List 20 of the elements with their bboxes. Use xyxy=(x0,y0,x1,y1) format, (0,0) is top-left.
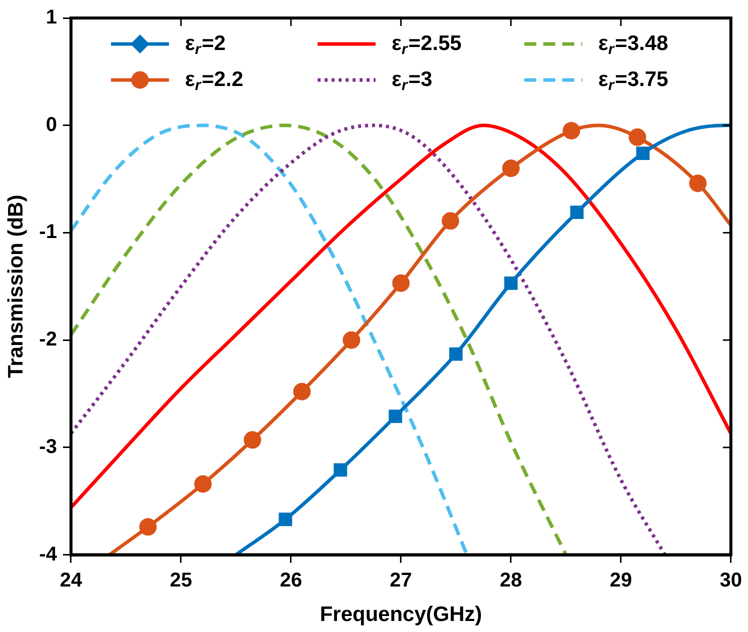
x-tick-label: 28 xyxy=(500,569,522,592)
y-tick-label: -3 xyxy=(39,436,57,458)
y-tick-label: 0 xyxy=(46,114,57,136)
x-tick-label: 24 xyxy=(60,569,83,592)
y-tick-label: 1 xyxy=(46,6,57,29)
y-axis-title: Transmission (dB) xyxy=(4,194,28,378)
x-tick-label: 26 xyxy=(280,569,302,592)
line-series xyxy=(70,124,667,555)
x-tick-label: 25 xyxy=(170,569,192,592)
y-tick-label: -1 xyxy=(39,221,57,244)
x-axis-title: Frequency(GHz) xyxy=(320,603,482,626)
line-series xyxy=(70,124,568,555)
y-tick-label: -2 xyxy=(39,328,57,351)
line-series xyxy=(70,124,469,555)
x-tick-label: 29 xyxy=(610,569,632,592)
line-series xyxy=(234,124,731,555)
x-tick-label: 27 xyxy=(390,569,412,592)
line-series xyxy=(70,124,731,510)
x-tick-label: 30 xyxy=(720,569,742,592)
y-tick-label: -4 xyxy=(39,543,58,566)
